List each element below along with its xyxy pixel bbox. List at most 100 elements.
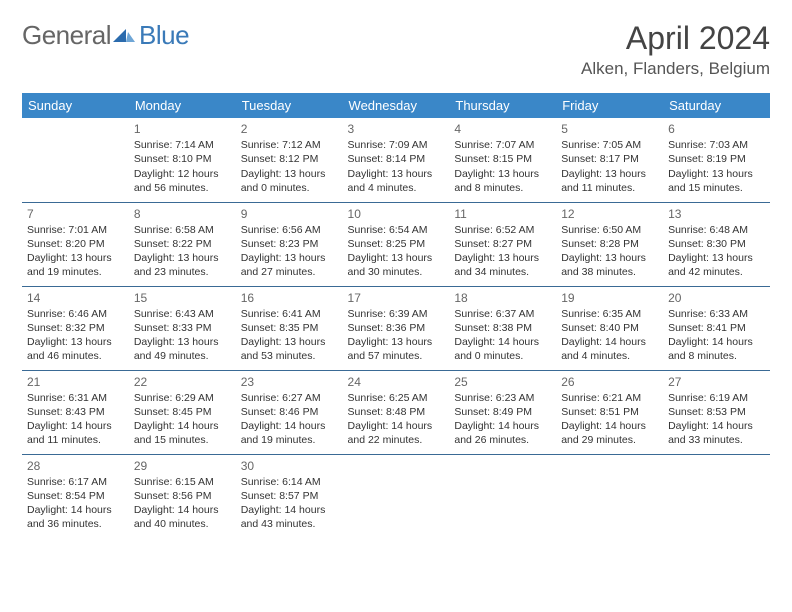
day-header: Tuesday	[236, 93, 343, 118]
sunrise-line: Sunrise: 7:14 AM	[134, 138, 231, 152]
day-number: 5	[561, 121, 658, 137]
sunset-line: Sunset: 8:35 PM	[241, 321, 338, 335]
sunset-line: Sunset: 8:38 PM	[454, 321, 551, 335]
sunrise-line: Sunrise: 6:50 AM	[561, 223, 658, 237]
daylight-line: Daylight: 14 hours and 26 minutes.	[454, 419, 551, 447]
day-number: 10	[348, 206, 445, 222]
day-number: 6	[668, 121, 765, 137]
calendar-cell	[343, 454, 450, 538]
daylight-line: Daylight: 14 hours and 0 minutes.	[454, 335, 551, 363]
calendar-cell: 24Sunrise: 6:25 AMSunset: 8:48 PMDayligh…	[343, 370, 450, 454]
sunrise-line: Sunrise: 6:58 AM	[134, 223, 231, 237]
sunset-line: Sunset: 8:46 PM	[241, 405, 338, 419]
day-number: 23	[241, 374, 338, 390]
calendar-cell: 13Sunrise: 6:48 AMSunset: 8:30 PMDayligh…	[663, 202, 770, 286]
calendar-cell: 9Sunrise: 6:56 AMSunset: 8:23 PMDaylight…	[236, 202, 343, 286]
calendar-cell	[22, 118, 129, 202]
daylight-line: Daylight: 13 hours and 42 minutes.	[668, 251, 765, 279]
day-number: 28	[27, 458, 124, 474]
calendar-cell	[663, 454, 770, 538]
sunset-line: Sunset: 8:33 PM	[134, 321, 231, 335]
sunrise-line: Sunrise: 6:56 AM	[241, 223, 338, 237]
header: General Blue April 2024 Alken, Flanders,…	[22, 20, 770, 79]
day-number: 18	[454, 290, 551, 306]
day-number: 20	[668, 290, 765, 306]
sunset-line: Sunset: 8:30 PM	[668, 237, 765, 251]
daylight-line: Daylight: 13 hours and 23 minutes.	[134, 251, 231, 279]
sunset-line: Sunset: 8:19 PM	[668, 152, 765, 166]
day-number: 8	[134, 206, 231, 222]
sunset-line: Sunset: 8:17 PM	[561, 152, 658, 166]
sunrise-line: Sunrise: 6:21 AM	[561, 391, 658, 405]
calendar-cell: 11Sunrise: 6:52 AMSunset: 8:27 PMDayligh…	[449, 202, 556, 286]
calendar-cell: 5Sunrise: 7:05 AMSunset: 8:17 PMDaylight…	[556, 118, 663, 202]
day-header: Sunday	[22, 93, 129, 118]
sunset-line: Sunset: 8:12 PM	[241, 152, 338, 166]
sunset-line: Sunset: 8:51 PM	[561, 405, 658, 419]
calendar-cell: 4Sunrise: 7:07 AMSunset: 8:15 PMDaylight…	[449, 118, 556, 202]
day-header: Thursday	[449, 93, 556, 118]
sunrise-line: Sunrise: 6:31 AM	[27, 391, 124, 405]
calendar-row: 1Sunrise: 7:14 AMSunset: 8:10 PMDaylight…	[22, 118, 770, 202]
daylight-line: Daylight: 14 hours and 29 minutes.	[561, 419, 658, 447]
day-number: 29	[134, 458, 231, 474]
sunset-line: Sunset: 8:57 PM	[241, 489, 338, 503]
daylight-line: Daylight: 13 hours and 15 minutes.	[668, 167, 765, 195]
day-number: 19	[561, 290, 658, 306]
day-number: 27	[668, 374, 765, 390]
sunrise-line: Sunrise: 7:12 AM	[241, 138, 338, 152]
sunset-line: Sunset: 8:48 PM	[348, 405, 445, 419]
daylight-line: Daylight: 14 hours and 36 minutes.	[27, 503, 124, 531]
daylight-line: Daylight: 13 hours and 49 minutes.	[134, 335, 231, 363]
calendar-table: SundayMondayTuesdayWednesdayThursdayFrid…	[22, 93, 770, 538]
day-number: 9	[241, 206, 338, 222]
daylight-line: Daylight: 14 hours and 33 minutes.	[668, 419, 765, 447]
sunrise-line: Sunrise: 6:27 AM	[241, 391, 338, 405]
day-header: Friday	[556, 93, 663, 118]
calendar-cell: 10Sunrise: 6:54 AMSunset: 8:25 PMDayligh…	[343, 202, 450, 286]
day-number: 4	[454, 121, 551, 137]
day-number: 21	[27, 374, 124, 390]
sunrise-line: Sunrise: 6:23 AM	[454, 391, 551, 405]
daylight-line: Daylight: 13 hours and 46 minutes.	[27, 335, 124, 363]
sunrise-line: Sunrise: 6:29 AM	[134, 391, 231, 405]
day-number: 22	[134, 374, 231, 390]
day-number: 24	[348, 374, 445, 390]
calendar-cell: 27Sunrise: 6:19 AMSunset: 8:53 PMDayligh…	[663, 370, 770, 454]
daylight-line: Daylight: 13 hours and 19 minutes.	[27, 251, 124, 279]
sunrise-line: Sunrise: 6:25 AM	[348, 391, 445, 405]
calendar-cell: 25Sunrise: 6:23 AMSunset: 8:49 PMDayligh…	[449, 370, 556, 454]
daylight-line: Daylight: 14 hours and 15 minutes.	[134, 419, 231, 447]
calendar-cell: 19Sunrise: 6:35 AMSunset: 8:40 PMDayligh…	[556, 286, 663, 370]
day-number: 11	[454, 206, 551, 222]
sunrise-line: Sunrise: 6:37 AM	[454, 307, 551, 321]
calendar-cell: 22Sunrise: 6:29 AMSunset: 8:45 PMDayligh…	[129, 370, 236, 454]
calendar-cell: 7Sunrise: 7:01 AMSunset: 8:20 PMDaylight…	[22, 202, 129, 286]
day-number: 14	[27, 290, 124, 306]
day-number: 30	[241, 458, 338, 474]
sunrise-line: Sunrise: 6:41 AM	[241, 307, 338, 321]
daylight-line: Daylight: 14 hours and 19 minutes.	[241, 419, 338, 447]
logo-text-general: General	[22, 20, 111, 51]
calendar-cell: 3Sunrise: 7:09 AMSunset: 8:14 PMDaylight…	[343, 118, 450, 202]
sunset-line: Sunset: 8:43 PM	[27, 405, 124, 419]
daylight-line: Daylight: 14 hours and 43 minutes.	[241, 503, 338, 531]
sunset-line: Sunset: 8:54 PM	[27, 489, 124, 503]
daylight-line: Daylight: 14 hours and 11 minutes.	[27, 419, 124, 447]
day-number: 3	[348, 121, 445, 137]
title-block: April 2024 Alken, Flanders, Belgium	[581, 20, 770, 79]
calendar-cell: 14Sunrise: 6:46 AMSunset: 8:32 PMDayligh…	[22, 286, 129, 370]
page-title: April 2024	[581, 20, 770, 57]
sunset-line: Sunset: 8:22 PM	[134, 237, 231, 251]
calendar-cell: 16Sunrise: 6:41 AMSunset: 8:35 PMDayligh…	[236, 286, 343, 370]
sunrise-line: Sunrise: 7:07 AM	[454, 138, 551, 152]
sunrise-line: Sunrise: 7:05 AM	[561, 138, 658, 152]
calendar-cell: 29Sunrise: 6:15 AMSunset: 8:56 PMDayligh…	[129, 454, 236, 538]
calendar-cell: 17Sunrise: 6:39 AMSunset: 8:36 PMDayligh…	[343, 286, 450, 370]
day-number: 26	[561, 374, 658, 390]
calendar-cell: 23Sunrise: 6:27 AMSunset: 8:46 PMDayligh…	[236, 370, 343, 454]
calendar-row: 28Sunrise: 6:17 AMSunset: 8:54 PMDayligh…	[22, 454, 770, 538]
calendar-row: 21Sunrise: 6:31 AMSunset: 8:43 PMDayligh…	[22, 370, 770, 454]
calendar-cell: 8Sunrise: 6:58 AMSunset: 8:22 PMDaylight…	[129, 202, 236, 286]
sunrise-line: Sunrise: 6:15 AM	[134, 475, 231, 489]
